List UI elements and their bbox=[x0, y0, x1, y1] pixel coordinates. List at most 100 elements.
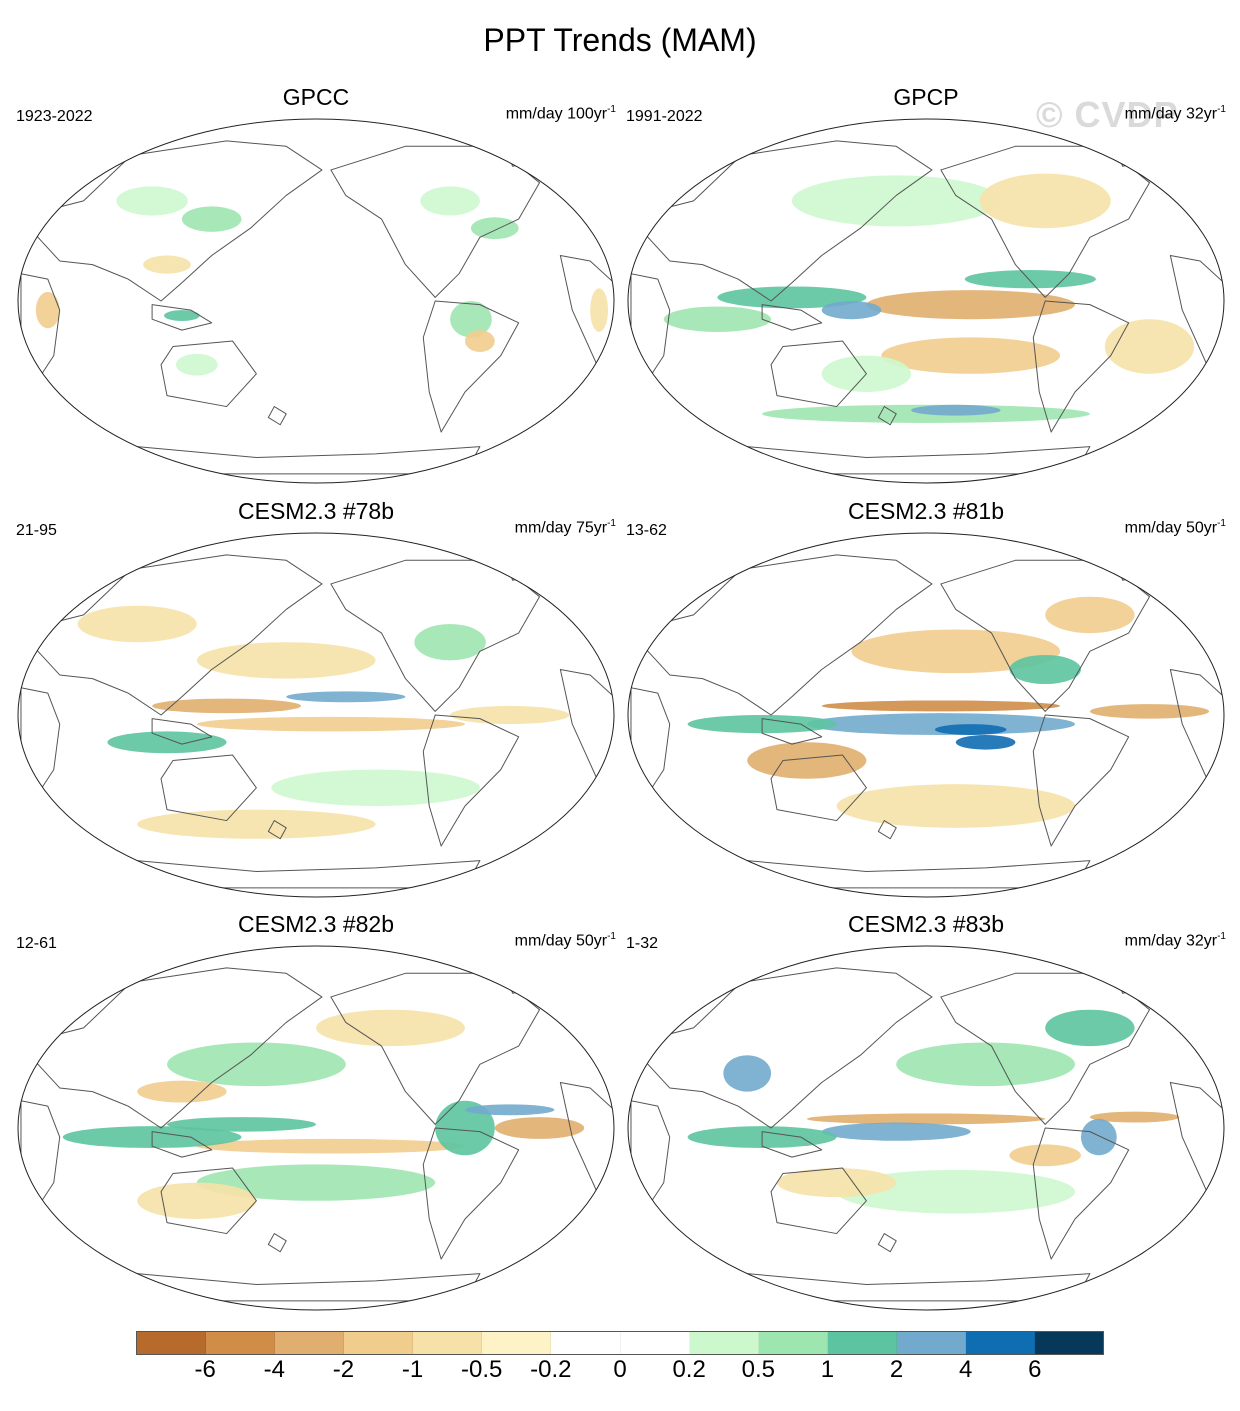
trend-patch bbox=[964, 270, 1096, 289]
coastline bbox=[1032, 300, 1130, 433]
trend-patch bbox=[723, 1055, 772, 1092]
trend-patch bbox=[137, 1182, 257, 1219]
trend-patch bbox=[435, 1100, 495, 1156]
trend-patch bbox=[866, 290, 1075, 320]
trend-patch bbox=[143, 255, 191, 274]
trend-patch bbox=[164, 310, 200, 322]
trend-patch bbox=[911, 404, 1001, 416]
panel-units: mm/day 32yr-1 bbox=[1124, 931, 1226, 950]
colorbar-box bbox=[275, 1332, 345, 1354]
trend-patch bbox=[470, 217, 519, 240]
map-panel-cesm-78b: CESM2.3 #78b 21-95 mm/day 75yr-1 bbox=[16, 498, 616, 900]
trend-patch bbox=[175, 353, 218, 376]
trend-patch bbox=[979, 173, 1111, 229]
panel-units: mm/day 50yr-1 bbox=[514, 931, 616, 950]
trend-patch bbox=[1009, 1144, 1081, 1167]
colorbar-box bbox=[206, 1332, 276, 1354]
colorbar-tick-label: 2 bbox=[889, 1356, 904, 1383]
trend-patch bbox=[821, 301, 882, 320]
trend-patch bbox=[494, 1117, 585, 1139]
panel-title: CESM2.3 #82b bbox=[238, 911, 394, 937]
coastline bbox=[1169, 1082, 1224, 1191]
map-panel-cesm-82b: CESM2.3 #82b 12-61 mm/day 50yr-1 bbox=[16, 911, 616, 1313]
panel-period: 12-61 bbox=[16, 935, 57, 952]
coastline bbox=[642, 140, 933, 302]
coastline bbox=[761, 718, 823, 745]
map-border bbox=[627, 532, 1225, 898]
map-border bbox=[17, 945, 615, 1311]
colorbar-tick-label: -2 bbox=[332, 1356, 355, 1383]
colorbar-tick-label: 0.5 bbox=[741, 1356, 775, 1383]
trend-patch bbox=[152, 698, 302, 714]
world-map bbox=[627, 532, 1225, 898]
trend-field bbox=[20, 547, 614, 889]
panel-title: CESM2.3 #83b bbox=[848, 911, 1004, 937]
trend-patch bbox=[1009, 654, 1081, 685]
colorbar-box bbox=[482, 1332, 552, 1354]
map-panel-cesm-81b: CESM2.3 #81b 13-62 mm/day 50yr-1 bbox=[626, 498, 1226, 900]
coastline bbox=[330, 972, 540, 1125]
trend-patch bbox=[1089, 1111, 1180, 1123]
colorbar-tick-label: 1 bbox=[820, 1356, 835, 1383]
panel-units: mm/day 32yr-1 bbox=[1124, 104, 1226, 123]
trend-patch bbox=[1045, 596, 1135, 634]
trend-patch bbox=[821, 1122, 971, 1141]
coastline bbox=[151, 1131, 213, 1158]
colorbar-box bbox=[137, 1332, 207, 1354]
colorbar-tick-label: 4 bbox=[959, 1356, 973, 1383]
colorbar-tick-label: 6 bbox=[1028, 1356, 1042, 1383]
trend-patch bbox=[465, 1104, 555, 1116]
coastline bbox=[770, 340, 867, 408]
panel-title: CESM2.3 #81b bbox=[848, 498, 1004, 524]
coastline bbox=[32, 967, 323, 1129]
trend-field bbox=[20, 960, 614, 1302]
coastline bbox=[559, 255, 614, 364]
coastline bbox=[770, 754, 867, 822]
colorbar-box bbox=[1035, 1332, 1104, 1354]
coastline bbox=[877, 820, 897, 840]
coastline bbox=[20, 273, 61, 384]
panel-period: 13-62 bbox=[626, 522, 667, 539]
panel-period: 1991-2022 bbox=[626, 108, 703, 125]
trend-patch bbox=[167, 1042, 346, 1087]
trend-patch bbox=[271, 769, 480, 806]
trend-patch bbox=[116, 186, 188, 216]
figure-title: PPT Trends (MAM) bbox=[483, 22, 757, 58]
panel-units: mm/day 75yr-1 bbox=[514, 518, 616, 537]
trend-patch bbox=[717, 286, 867, 309]
trend-patch bbox=[1080, 1118, 1117, 1156]
colorbar-box bbox=[689, 1332, 759, 1354]
trend-patch bbox=[806, 1113, 1046, 1125]
trend-patch bbox=[590, 288, 609, 332]
panel-period: 1-32 bbox=[626, 935, 659, 952]
map-panel-gpcc: GPCC 1923-2022 mm/day 100yr-1 bbox=[16, 84, 616, 486]
coastline bbox=[877, 1233, 897, 1253]
trend-patch bbox=[414, 624, 486, 661]
coastline bbox=[642, 967, 933, 1129]
panel-units: mm/day 50yr-1 bbox=[1124, 518, 1226, 537]
trend-patch bbox=[286, 691, 406, 703]
coastline bbox=[630, 1100, 671, 1211]
colorbar-box bbox=[758, 1332, 828, 1354]
map-border bbox=[17, 118, 615, 484]
coastline bbox=[877, 406, 897, 426]
trend-patch bbox=[806, 713, 1075, 736]
coastline bbox=[1169, 255, 1224, 364]
trend-patch bbox=[881, 337, 1061, 374]
trend-patch bbox=[1104, 319, 1195, 374]
panel-period: 21-95 bbox=[16, 522, 57, 539]
coastline bbox=[267, 1233, 287, 1253]
coastline bbox=[20, 687, 61, 798]
map-border bbox=[627, 945, 1225, 1311]
trend-patch bbox=[316, 1009, 465, 1047]
coastline bbox=[160, 754, 257, 822]
coastline bbox=[20, 1100, 61, 1211]
map-border bbox=[17, 532, 615, 898]
trend-patch bbox=[1045, 1009, 1135, 1047]
trend-patch bbox=[896, 1042, 1075, 1087]
watermark: © CVDP bbox=[1036, 94, 1179, 135]
trend-patch bbox=[35, 291, 60, 329]
trend-patch bbox=[821, 700, 1061, 712]
colorbar-box bbox=[827, 1332, 897, 1354]
colorbar-tick-label: -0.5 bbox=[461, 1356, 503, 1383]
